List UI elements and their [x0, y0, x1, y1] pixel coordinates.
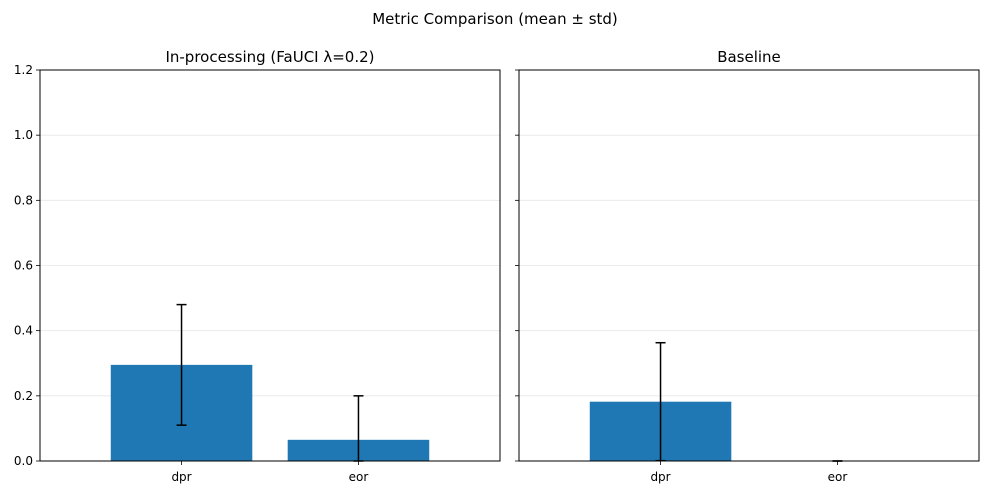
panel-1: 0.0 0.2 0.4 0.6 0.8 1.0 1.2 dpr eor In-processing…	[14, 48, 501, 484]
x-tick-label: dpr	[650, 470, 670, 484]
y-tick-label: 0.6	[14, 259, 33, 273]
figure-title: Metric Comparison (mean ± std)	[372, 10, 618, 28]
y-tick-label: 0.8	[14, 193, 33, 207]
y-tick-label: 0.2	[14, 389, 33, 403]
axes-frame	[39, 69, 501, 462]
panel-title: In-processing (FaUCI λ=0.2)	[165, 48, 374, 66]
x-tick-label: eor	[349, 470, 369, 484]
x-tick-label: eor	[828, 470, 848, 484]
y-tick-label: 0.0	[14, 454, 33, 468]
y-tick-label: 1.0	[14, 128, 33, 142]
axes-frame	[518, 69, 980, 462]
error-bar-dpr	[176, 303, 187, 426]
panel-2: dpr eor Baseline	[515, 48, 980, 484]
y-tick-label: 0.4	[14, 324, 33, 338]
x-tick-label: dpr	[171, 470, 191, 484]
panel-title: Baseline	[717, 48, 781, 66]
y-tick-label: 1.2	[14, 63, 33, 77]
